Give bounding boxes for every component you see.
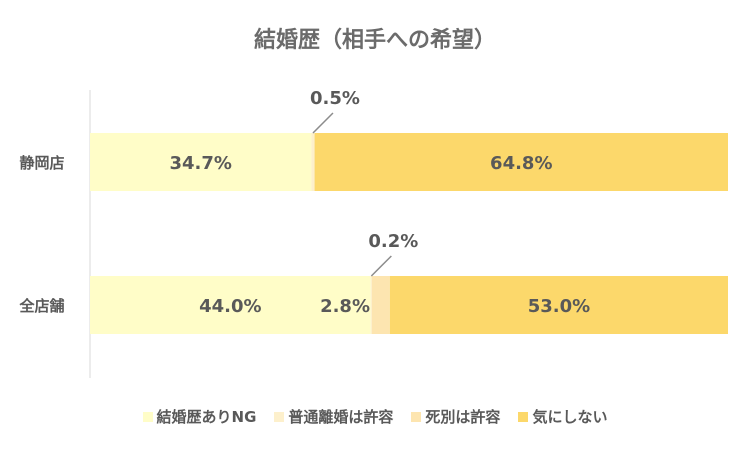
category-label: 静岡店: [19, 154, 64, 172]
legend-label: 普通離婚は許容: [288, 408, 394, 426]
legend-item: 死別は許容: [411, 406, 500, 427]
bar-segment: [90, 133, 312, 191]
callout-leader-line: [370, 255, 392, 277]
data-label: 44.0%: [199, 296, 261, 317]
bar-segment: [371, 276, 390, 334]
legend-label: 死別は許容: [425, 408, 501, 426]
bar-segment: [90, 276, 371, 334]
legend-item: 結婚歴ありNG: [142, 406, 257, 427]
bar-segment: [370, 276, 372, 334]
bar-segment: [311, 133, 315, 191]
callout-leader-line: [312, 112, 334, 134]
bar-segment: [314, 133, 728, 191]
data-label: 2.8%: [320, 296, 370, 317]
legend-label: 気にしない: [532, 408, 608, 426]
legend-label: 結婚歴ありNG: [156, 408, 257, 426]
bar-segment: [389, 276, 728, 334]
legend-swatch: [274, 411, 285, 422]
category-label: 全店舗: [18, 297, 64, 315]
data-label: 64.8%: [490, 153, 552, 174]
legend-swatch: [518, 411, 529, 422]
data-label: 53.0%: [528, 296, 590, 317]
chart-title: 結婚歴（相手への希望）: [253, 28, 496, 53]
callout-label: 0.5%: [310, 88, 360, 109]
legend-item: 普通離婚は許容: [274, 406, 393, 427]
legend-swatch: [411, 411, 422, 422]
legend-item: 気にしない: [518, 406, 607, 427]
data-label: 34.7%: [169, 153, 231, 174]
chart-legend: 結婚歴ありNG 普通離婚は許容 死別は許容 気にしない: [0, 406, 750, 427]
callout-label: 0.2%: [368, 231, 418, 252]
legend-swatch: [142, 411, 153, 422]
